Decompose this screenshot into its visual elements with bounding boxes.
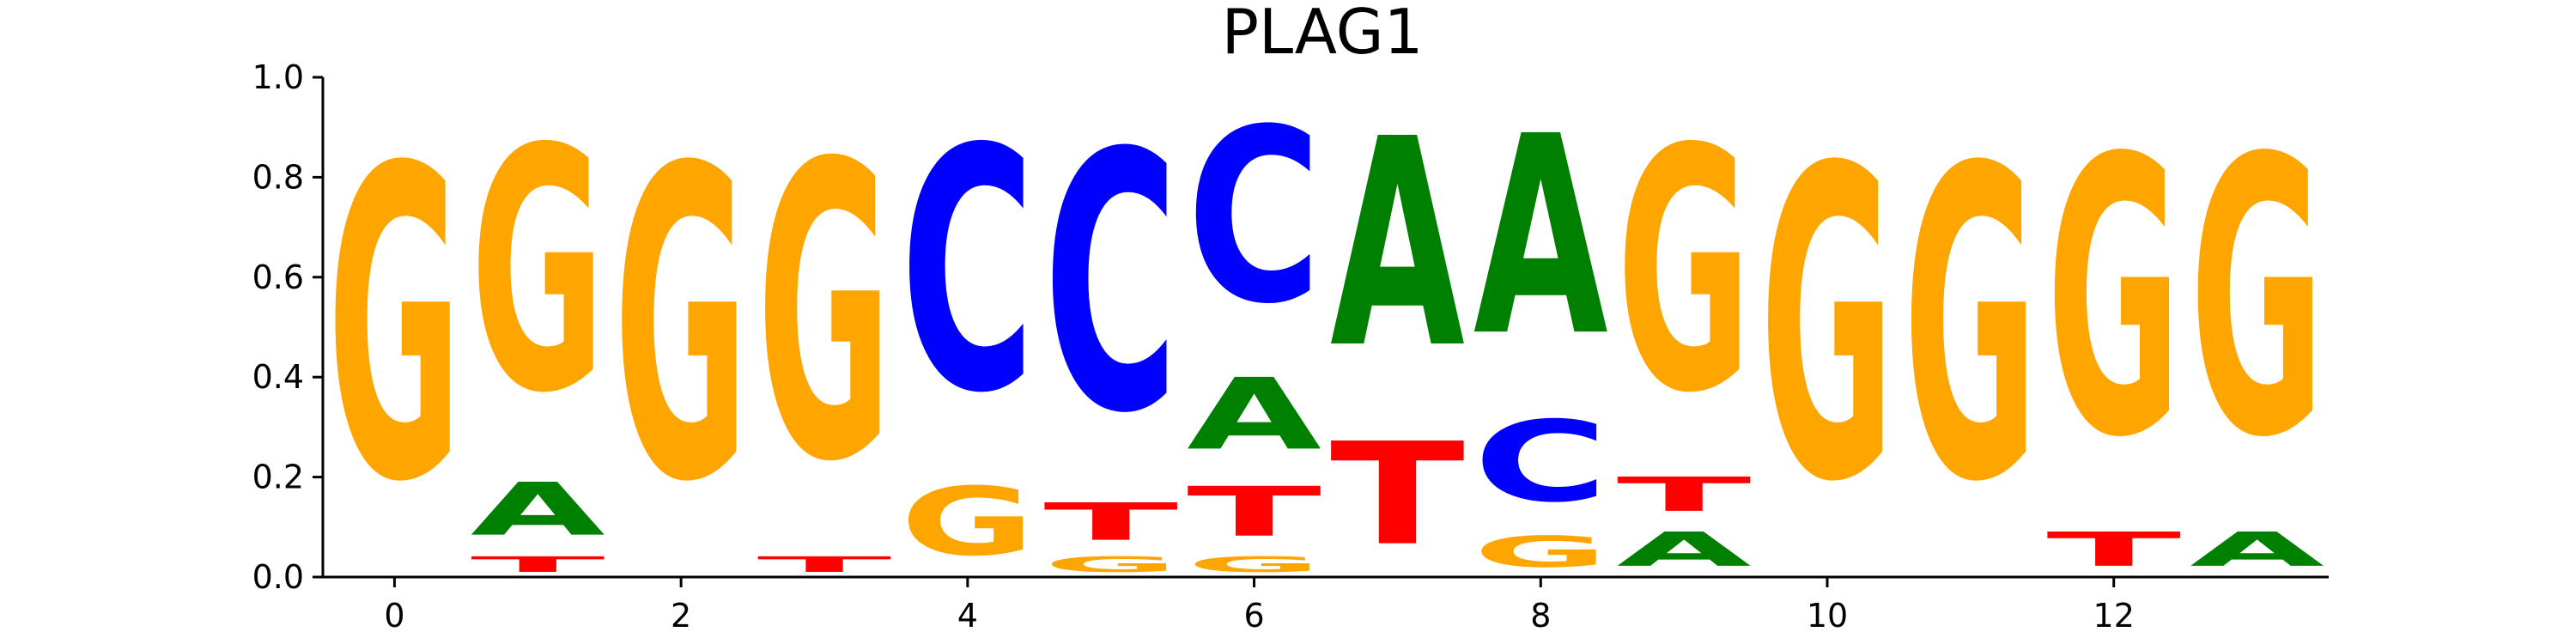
logo-letter-g: G [1473, 527, 1608, 577]
x-tick-label: 8 [1530, 597, 1551, 635]
y-tick-label: 0.0 [252, 558, 304, 596]
x-tick-label: 2 [671, 597, 691, 635]
x-tick-label: 0 [384, 597, 404, 635]
logo-letter-t: T [1043, 492, 1178, 552]
logo-letter-c: C [1473, 398, 1608, 527]
logo-letter-t: T [1330, 413, 1465, 577]
logo-letter-a: A [1187, 357, 1321, 472]
logo-letter-a: A [1473, 77, 1609, 396]
x-tick-label: 12 [2093, 597, 2135, 635]
logo-letter-t: T [2046, 522, 2181, 577]
logo-letter-g: G [2190, 80, 2324, 521]
chart-title: PLAG1 [1222, 0, 1424, 68]
logo-letter-g: G [1043, 552, 1178, 577]
logo-letter-c: C [1043, 78, 1178, 491]
logo-letter-c: C [900, 77, 1035, 465]
logo-letter-g: G [1903, 78, 2038, 576]
x-tick-label: 10 [1807, 597, 1848, 635]
logo-letter-g: G [614, 78, 749, 576]
logo-letter-g: G [757, 79, 892, 552]
logo-letter-a: A [1617, 522, 1752, 577]
logo-letter-a: A [2190, 522, 2324, 577]
logo-letter-t: T [1617, 467, 1752, 522]
y-tick-label: 1.0 [252, 58, 304, 96]
logo-letter-g: G [327, 78, 462, 576]
logo-letter-a: A [471, 467, 605, 552]
logo-letter-t: T [471, 552, 605, 577]
logo-letter-t: T [757, 552, 892, 577]
logo-letter-g: G [1187, 552, 1321, 577]
y-tick-label: 0.8 [252, 158, 304, 196]
logo-letter-g: G [471, 79, 605, 467]
chart-axes [321, 77, 2329, 579]
logo-letter-c: C [1187, 78, 1321, 356]
x-axis-ticks: 0 2 4 6 8 10 12 [384, 577, 2135, 635]
y-axis-ticks: 0.0 0.2 0.4 0.6 0.8 1.0 [252, 58, 323, 596]
logo-letter-g: G [1617, 79, 1752, 467]
y-tick-label: 0.2 [252, 459, 304, 496]
x-tick-label: 6 [1243, 597, 1264, 635]
logo-letter-g: G [900, 467, 1035, 577]
logo-letter-t: T [1187, 472, 1321, 552]
y-tick-label: 0.6 [252, 258, 304, 296]
x-tick-label: 4 [957, 597, 978, 635]
logo-letter-g: G [2046, 80, 2181, 521]
logo-letter-g: G [1760, 78, 1895, 576]
logo-letter-a: A [1330, 79, 1466, 412]
y-tick-label: 0.4 [252, 358, 304, 396]
